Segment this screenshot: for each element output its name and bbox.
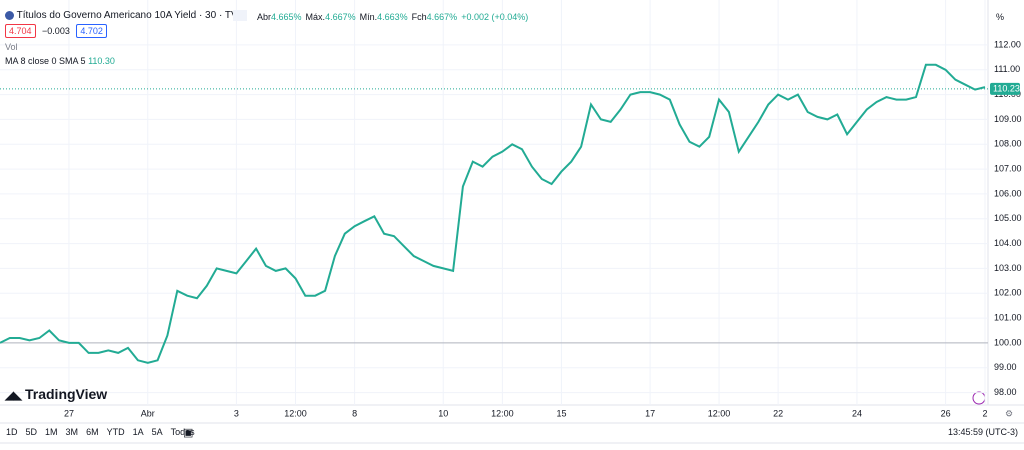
x-tick-label: 2 <box>982 408 987 418</box>
range-button[interactable]: YTD <box>106 427 125 437</box>
y-tick-label: 105.00 <box>994 213 1022 223</box>
range-button[interactable]: 5D <box>25 427 38 437</box>
ma-value: 110.30 <box>88 56 115 66</box>
y-tick-label: 109.00 <box>994 114 1022 124</box>
y-tick-label: 111.00 <box>994 64 1020 74</box>
last-price-tag <box>990 82 1020 95</box>
y-tick-label: 98.00 <box>994 387 1017 397</box>
title: Títulos do Governo Americano 10A Yield ·… <box>16 10 245 21</box>
range-button[interactable]: 3M <box>65 427 79 437</box>
y-tick-label: 102.00 <box>994 288 1022 298</box>
x-tick-label: 3 <box>234 408 239 418</box>
range-button[interactable]: 6M <box>86 427 99 437</box>
ohlc-label: Fch <box>411 12 427 22</box>
y-tick-label: 107.00 <box>994 163 1022 173</box>
x-tick-label: 27 <box>64 408 74 418</box>
y-tick-label: 103.00 <box>994 263 1022 273</box>
ma-legend: MA 8 close 0 SMA 5 110.30 <box>5 56 115 66</box>
range-button[interactable]: 5A <box>151 427 163 437</box>
x-tick-label: 24 <box>852 408 862 418</box>
range-button[interactable]: 1M <box>45 427 58 437</box>
y-tick-label: 100.00 <box>994 337 1022 347</box>
x-tick-label: 12:00 <box>284 408 307 418</box>
ma-label: MA 8 close 0 SMA 5 <box>5 56 86 66</box>
spread: −0.003 <box>42 26 70 36</box>
badge[interactable] <box>233 10 247 21</box>
y-tick-label: 112.00 <box>994 39 1021 49</box>
y-tick-label: 106.00 <box>994 188 1022 198</box>
x-tick-label: 8 <box>352 408 357 418</box>
y-tick-label: 99.00 <box>994 362 1017 372</box>
grid <box>0 0 988 405</box>
range-button[interactable]: Todos <box>170 427 195 437</box>
series-line <box>0 63 986 364</box>
ohlc-label: Mín. <box>359 12 378 22</box>
settings-icon[interactable]: ⚙ <box>1005 408 1013 418</box>
logo: ◢◣ TradingView <box>5 386 108 402</box>
calendar-icon[interactable]: ▣ <box>183 427 194 439</box>
ohlc-value: 4.663% <box>377 12 408 22</box>
range-button[interactable]: 1A <box>132 427 144 437</box>
ohlc-label: Máx. <box>305 12 326 22</box>
last-price-label: 110.23 <box>993 83 1020 93</box>
x-tick-label: 26 <box>941 408 951 418</box>
change: +0.002 (+0.04%) <box>461 12 529 22</box>
ask[interactable]: 4.702 <box>76 24 107 38</box>
ohlc-value: 4.667% <box>325 12 356 22</box>
ohlc: Abr4.665% Máx.4.667% Mín.4.663% Fch4.667% +0… <box>257 12 528 22</box>
quote-row: 4.704 −0.003 4.702 <box>5 24 107 38</box>
x-tick-label: 15 <box>556 408 566 418</box>
x-tick-label: Abr <box>141 408 155 418</box>
bid[interactable]: 4.704 <box>5 24 36 38</box>
logo-text: TradingView <box>24 386 108 402</box>
title-row: Títulos do Governo Americano 10A Yield ·… <box>5 10 245 21</box>
x-tick-label: 12:00 <box>491 408 514 418</box>
x-tick-label: 10 <box>438 408 448 418</box>
vol: Vol <box>5 42 18 52</box>
range-bar: 1D 5D 1M 3M 6M YTD 1A 5A Todos <box>6 427 203 437</box>
ohlc-label: Abr <box>257 12 272 22</box>
clock: 13:45:59 (UTC-3) <box>947 427 1018 437</box>
flag-icon <box>5 10 14 20</box>
ohlc-value: 4.665% <box>271 12 302 22</box>
y-tick-label: 104.00 <box>994 238 1022 248</box>
y-tick-label: 108.00 <box>994 139 1022 149</box>
ohlc-value: 4.667% <box>426 12 458 22</box>
range-button[interactable]: 1D <box>6 427 18 437</box>
x-tick-label: 17 <box>645 408 655 418</box>
x-tick-label: 22 <box>773 408 783 418</box>
y-tick-label: 101.00 <box>994 312 1022 322</box>
axis-unit: % <box>996 12 1005 22</box>
x-tick-label: 12:00 <box>708 408 731 418</box>
